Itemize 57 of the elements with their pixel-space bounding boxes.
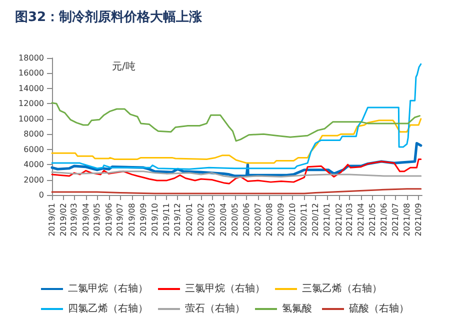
x-tick-label: 2020/07 (253, 203, 262, 236)
x-tick-label: 2019/08 (127, 203, 136, 236)
x-tick-label: 2020/06 (242, 203, 252, 236)
x-tick-label: 2019/03 (70, 203, 79, 236)
line-series (51, 158, 422, 184)
x-tick-label: 2020/11 (300, 203, 309, 236)
x-tick-label: 2019/07 (116, 203, 125, 236)
legend-label: 四氯乙烯（右轴） (68, 302, 148, 314)
x-tick-label: 2021/06 (379, 203, 388, 236)
y-tick-label: 6000 (24, 144, 44, 154)
y-tick-label: 18000 (18, 54, 44, 62)
legend-label: 三氯乙烯（右轴） (302, 282, 382, 294)
x-tick-label: 2020/03 (207, 203, 216, 236)
x-tick-label: 2020/08 (265, 203, 274, 236)
y-tick-label: 0 (38, 190, 44, 200)
y-tick-label: 10000 (18, 114, 44, 124)
x-tick-label: 2019/04 (81, 203, 90, 236)
x-tick-label: 2019/12 (173, 203, 182, 236)
x-tick-label: 2021/01 (322, 203, 332, 236)
x-tick-label: 2020/02 (196, 203, 206, 236)
y-tick-label: 4000 (24, 160, 44, 170)
x-tick-label: 2020/09 (276, 203, 286, 236)
x-tick-label: 2021/04 (356, 203, 366, 236)
x-tick-label: 2020/12 (310, 203, 320, 236)
x-tick-label: 2021/08 (402, 203, 412, 236)
x-tick-label: 2020/05 (230, 203, 240, 236)
x-tick-label: 2020/04 (219, 203, 228, 236)
x-tick-label: 2019/09 (138, 203, 148, 236)
chart-title: 图32：制冷剂原料价格大幅上涨 (15, 9, 204, 25)
line-series (51, 102, 420, 142)
x-tick-label: 2019/01 (48, 203, 56, 236)
x-tick-label: 2019/06 (104, 203, 114, 236)
y-tick-label: 8000 (24, 130, 44, 139)
legend-label: 硫酸（右轴） (349, 302, 409, 314)
line-series (51, 63, 422, 170)
y-tick-label: 14000 (18, 84, 44, 93)
x-tick-label: 2021/07 (390, 203, 400, 236)
legend-label: 三氯甲烷（右轴） (185, 282, 265, 294)
x-tick-label: 2021/03 (344, 203, 354, 236)
x-tick-label: 2020/10 (288, 203, 298, 236)
x-tick-label: 2019/02 (59, 203, 68, 236)
x-tick-label: 2020/01 (184, 203, 194, 236)
y-tick-label: 16000 (18, 68, 44, 78)
line-series (51, 170, 422, 178)
y-tick-label: 12000 (18, 99, 44, 108)
line-series (51, 118, 422, 164)
x-tick-label: 2021/02 (334, 203, 344, 236)
y-tick-label: 2000 (24, 175, 44, 184)
legend-label: 二氯甲烷（右轴） (68, 282, 148, 294)
legend-label: 氢氟酸 (282, 302, 312, 314)
x-tick-label: 2019/10 (150, 203, 160, 236)
x-tick-label: 2019/11 (162, 203, 171, 236)
legend-label: 萤石（右轴） (185, 302, 245, 314)
x-tick-label: 2021/05 (368, 203, 377, 236)
x-tick-label: 2021/09 (414, 203, 424, 236)
y-axis-title: 元/吨 (112, 60, 136, 72)
x-tick-label: 2019/05 (92, 203, 102, 236)
